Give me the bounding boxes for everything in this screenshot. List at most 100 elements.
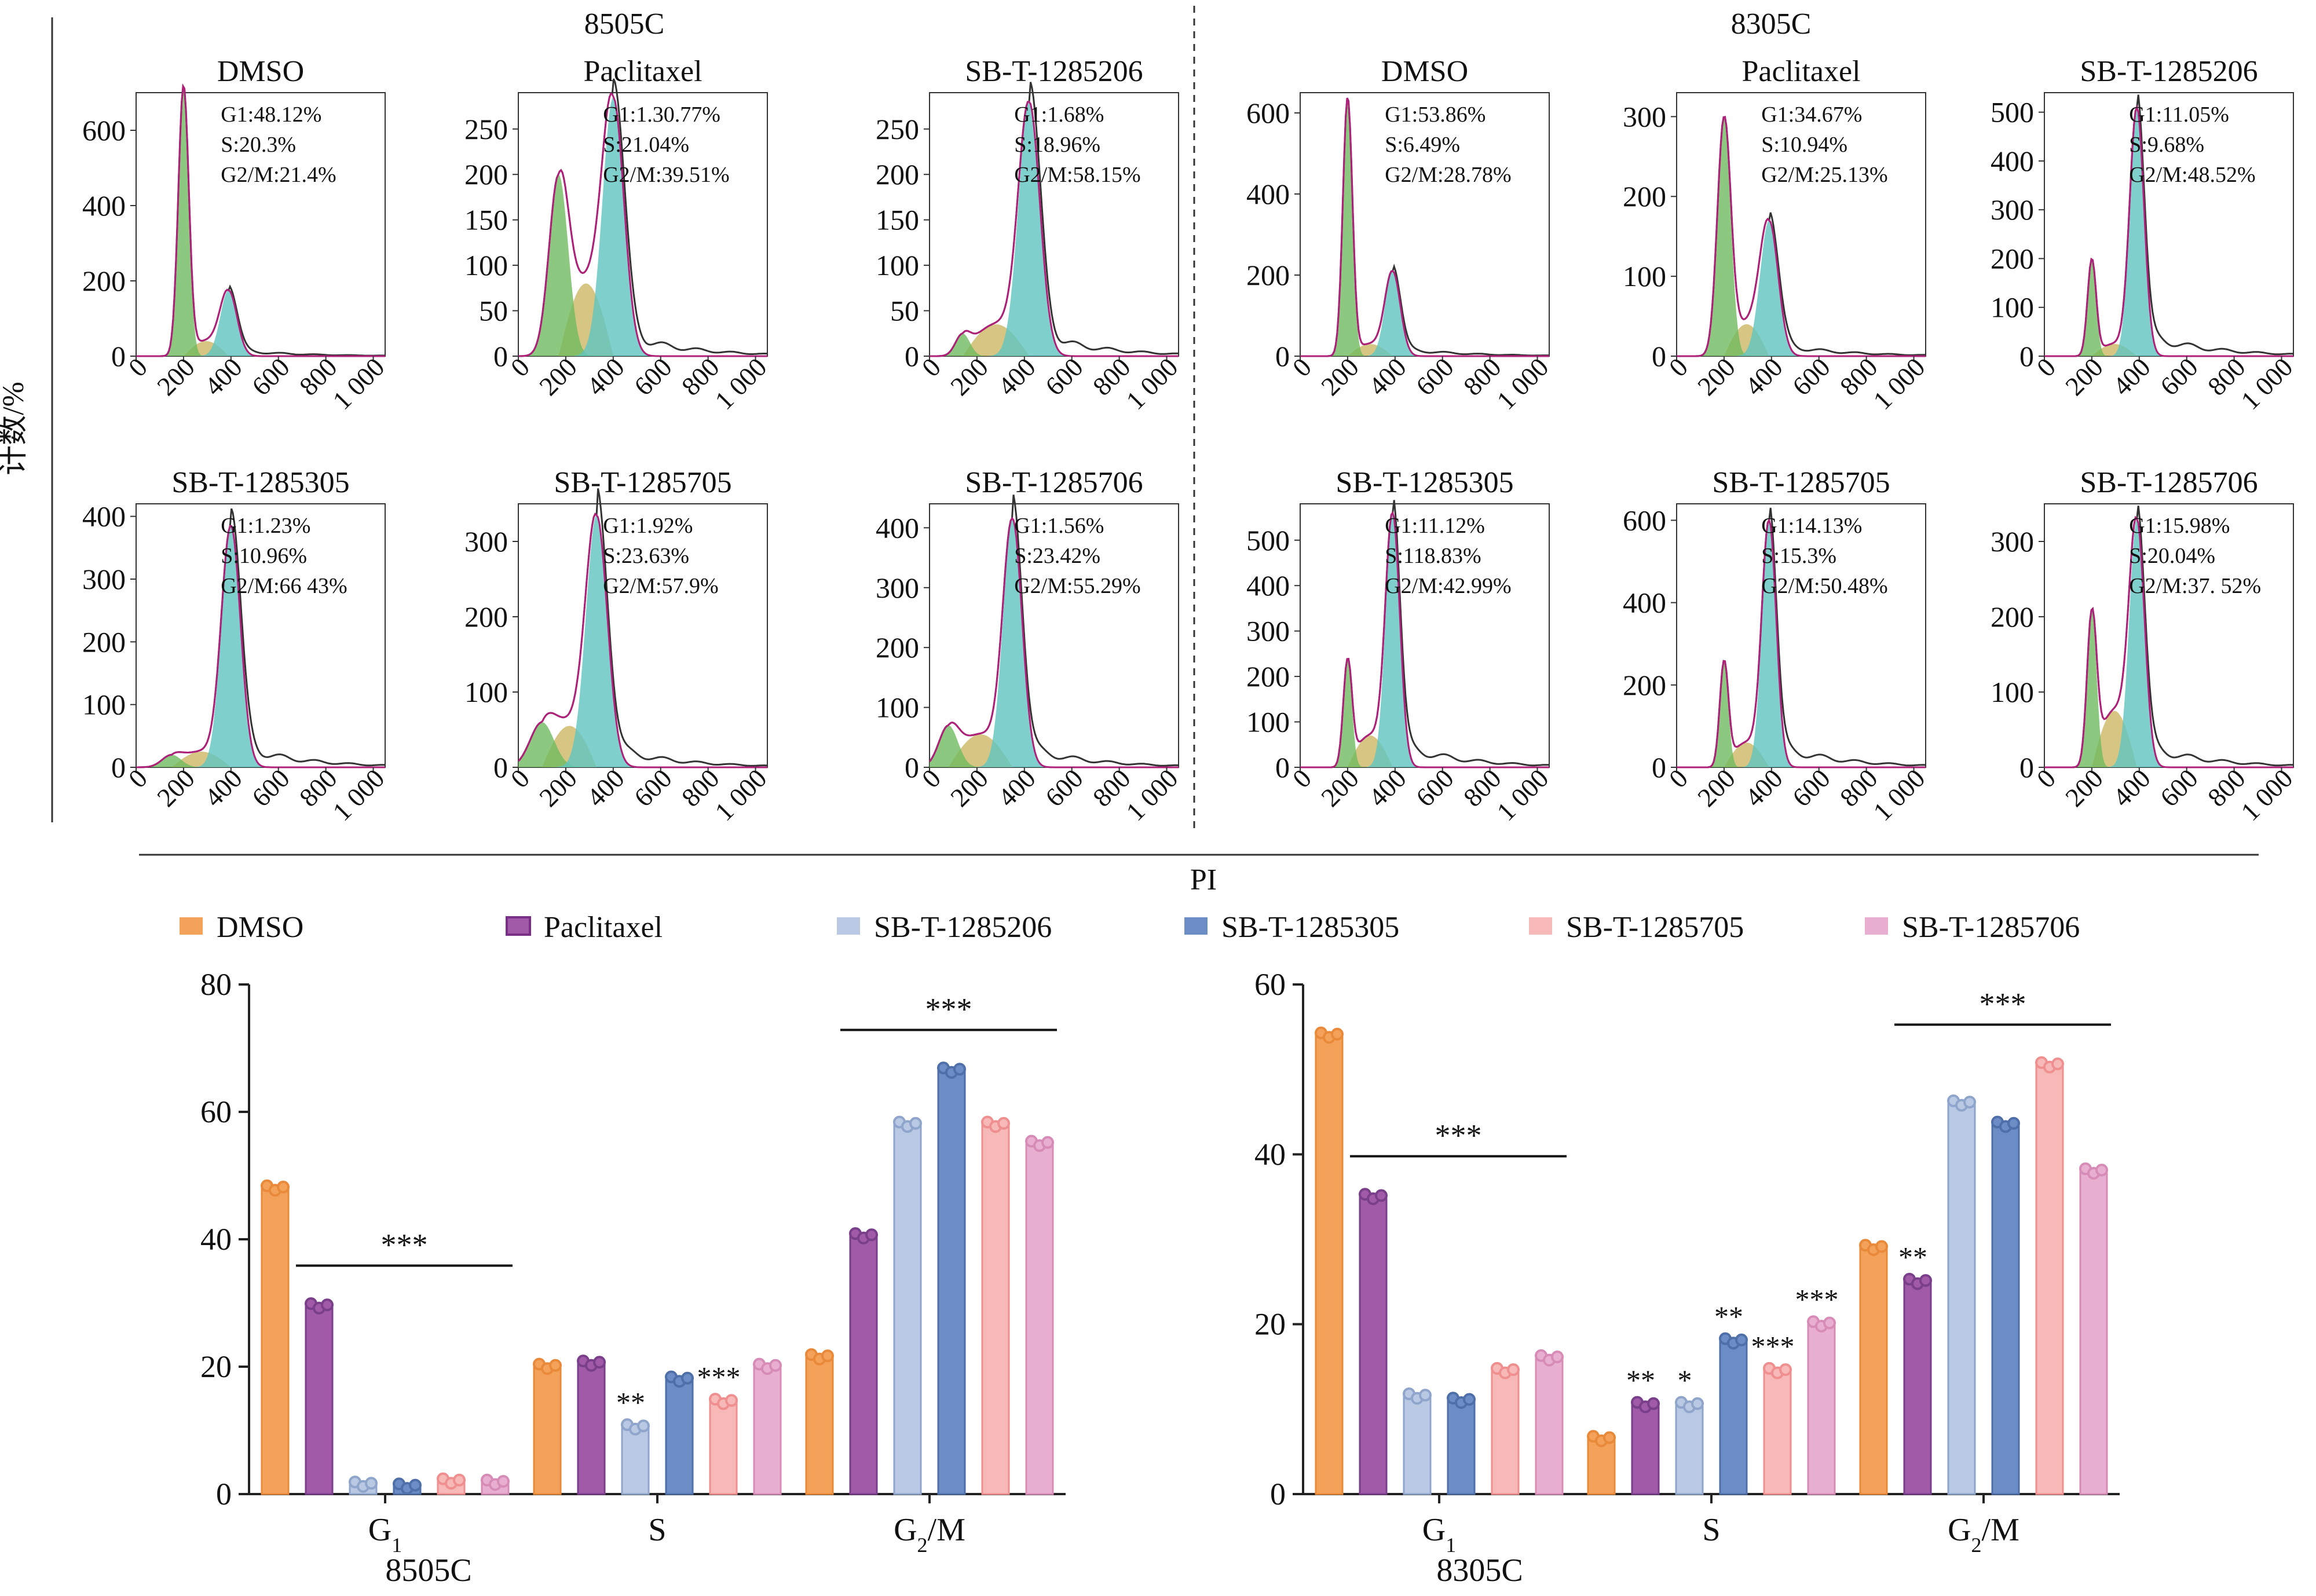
phase-stat: G2/M:66 43%	[221, 574, 347, 598]
y-tick-label: 400	[1246, 178, 1290, 210]
phase-stat: G1:1.68%	[1014, 103, 1104, 127]
x-tick-label: 600	[1410, 352, 1459, 401]
x-tick-label: 1 000	[1120, 352, 1183, 415]
histogram-fit	[2044, 515, 2293, 768]
x-tick-label: 1 000	[1120, 763, 1183, 826]
legend-label: SB-T-1285305	[1221, 911, 1399, 944]
y-tick-label: 400	[1623, 587, 1666, 619]
peak-g1	[930, 333, 1179, 356]
bar	[1359, 1196, 1388, 1495]
peak-g1	[2044, 259, 2293, 356]
x-tick-label: 600	[1787, 352, 1836, 401]
peak-s-phase	[1300, 344, 1549, 356]
bar	[849, 1235, 878, 1495]
x-tick-label: 200	[2059, 763, 2109, 812]
phase-stat: S:9.68%	[2129, 133, 2204, 157]
bar	[1991, 1123, 2020, 1495]
histogram-outline	[1300, 500, 1550, 768]
y-tick-label: 200	[1246, 259, 1290, 291]
panel-title: DMSO	[1381, 55, 1468, 88]
bar	[577, 1363, 606, 1495]
x-tick-label: 1 000	[1867, 763, 1930, 826]
data-point	[1375, 1189, 1388, 1202]
legend-swatch	[837, 917, 860, 935]
category-label: G2/M	[1948, 1512, 2019, 1557]
y-tick-label: 0	[111, 340, 126, 372]
y-tick-label: 0	[2019, 340, 2034, 372]
y-tick-label: 20	[1254, 1307, 1286, 1342]
x-tick-label: 1 000	[327, 763, 390, 826]
y-tick-label: 400	[1991, 145, 2034, 177]
bar	[1903, 1280, 1932, 1495]
y-tick-label: 300	[82, 563, 126, 595]
bar	[1631, 1404, 1660, 1495]
bar	[1535, 1357, 1564, 1495]
histogram-fit	[1300, 511, 1549, 768]
y-tick-label: 0	[1275, 340, 1290, 372]
histogram-panel-7: SB-T-1285305010020030040002004006008001 …	[82, 466, 390, 826]
y-tick-label: 0	[905, 751, 919, 784]
panel-title: SB-T-1285305	[1336, 466, 1513, 499]
y-tick-label: 600	[1246, 97, 1290, 129]
panel-title: SB-T-1285206	[2080, 55, 2258, 88]
panel-title: SB-T-1285706	[2080, 466, 2258, 499]
peak-s-phase	[136, 751, 385, 767]
x-tick-label: 600	[2154, 352, 2204, 401]
x-tick-label: 1 000	[327, 352, 390, 415]
y-tick-label: 40	[200, 1222, 232, 1257]
data-point	[1919, 1274, 1932, 1287]
y-tick-label: 0	[1652, 751, 1666, 784]
bar	[1947, 1102, 1976, 1495]
histogram-fit	[2044, 104, 2293, 357]
data-point	[1647, 1397, 1660, 1410]
cell-line-header-8505C: 8505C	[584, 8, 665, 41]
phase-stat: G1:11.12%	[1385, 514, 1485, 538]
phase-stat: S:15.3%	[1761, 544, 1836, 568]
data-point	[1463, 1393, 1476, 1406]
bar	[1447, 1400, 1476, 1495]
panel-title: DMSO	[217, 55, 304, 88]
significance-label: **	[1714, 1300, 1743, 1333]
y-tick-label: 0	[493, 751, 508, 784]
phase-stat: G2/M:21.4%	[221, 163, 336, 187]
peak-g1	[1677, 661, 1926, 767]
legend-item: SB-T-1285305	[1184, 911, 1399, 944]
y-tick-label: 200	[1623, 669, 1666, 701]
phase-stat: S:23.63%	[603, 544, 689, 568]
histogram-panel-6: SB-T-12852060100200300400500020040060080…	[1991, 55, 2299, 415]
y-tick-label: 0	[905, 340, 919, 372]
legend-swatch	[1865, 917, 1888, 935]
bar	[305, 1305, 334, 1495]
bar	[1587, 1438, 1616, 1495]
bar	[1403, 1395, 1432, 1495]
phase-stat: G1:1.92%	[603, 514, 693, 538]
bar	[2079, 1170, 2108, 1495]
y-tick-label: 500	[1246, 524, 1290, 557]
data-point	[453, 1473, 466, 1487]
histogram-panel-10: SB-T-12853050100200300400500020040060080…	[1246, 466, 1554, 826]
data-point	[953, 1063, 966, 1076]
histogram-fit	[1677, 116, 1926, 357]
significance-label: ***	[1980, 986, 2026, 1021]
y-tick-label: 200	[1246, 660, 1290, 693]
cell-line-header-8305C: 8305C	[1731, 8, 1812, 41]
phase-stat: G1:53.86%	[1385, 103, 1486, 127]
bar	[1675, 1404, 1704, 1495]
significance-label: **	[1626, 1364, 1655, 1396]
phase-stat: S:20.3%	[221, 133, 296, 157]
panel-title: Paclitaxel	[583, 55, 702, 88]
data-point	[409, 1478, 422, 1492]
x-axis-label-pi: PI	[1190, 863, 1217, 896]
phase-stat: S:10.94%	[1761, 133, 1847, 157]
chart-xlabel: 8505C	[385, 1553, 471, 1588]
phase-stat: G2/M:39.51%	[603, 163, 730, 187]
x-tick-label: 400	[1739, 352, 1788, 401]
bar	[805, 1356, 834, 1495]
histogram-panel-3: SB-T-12852060501001502002500200400600800…	[876, 55, 1184, 415]
y-tick-label: 100	[876, 249, 919, 281]
x-tick-label: 600	[1040, 352, 1089, 401]
